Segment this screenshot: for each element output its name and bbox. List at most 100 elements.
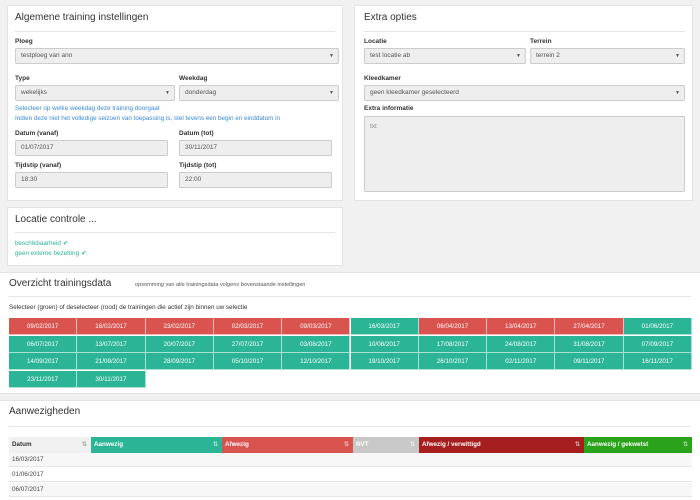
training-date-cell[interactable]: 24/08/2017 (487, 335, 556, 353)
training-date-cell[interactable]: 09/02/2017 (9, 318, 78, 335)
training-date-cell[interactable]: 09/11/2017 (555, 353, 624, 370)
chevron-down-icon: ▼ (675, 90, 680, 96)
chevron-down-icon: ▼ (329, 53, 334, 59)
training-date-cell[interactable]: 23/02/2017 (145, 318, 214, 335)
tijdstip-tot-input[interactable]: 22:00 (179, 172, 332, 188)
chevron-down-icon: ▼ (675, 53, 680, 59)
training-date-cell[interactable]: 20/07/2017 (145, 335, 214, 353)
locatie-select[interactable]: test locatie ab ▼ (364, 48, 526, 64)
training-date-cell[interactable]: 13/07/2017 (77, 335, 146, 353)
chevron-down-icon: ▼ (516, 53, 521, 59)
availability-status: beschikbaarheid ✔ (15, 240, 68, 247)
kleedkamer-label: Kleedkamer (364, 75, 401, 82)
overview-instruction: Selecteer (groen) of deselecteer (rood) … (9, 304, 248, 311)
weekdag-label: Weekdag (179, 75, 208, 82)
column-header-afwezig-verwittigd[interactable]: Afwezig / verwittigd ⇅ (419, 437, 584, 453)
column-header-label: Datum (12, 441, 32, 448)
training-date-cell[interactable]: 09/03/2017 (282, 318, 351, 335)
overview-subtitle: opsomming van alle trainingsdata volgens… (135, 282, 306, 288)
training-date-cell[interactable]: 17/08/2017 (418, 335, 488, 353)
table-row: 01/06/2017 (9, 468, 692, 482)
tijdstip-vanaf-input[interactable]: 18:30 (15, 172, 168, 188)
training-date-cell[interactable]: 21/09/2017 (77, 353, 146, 370)
training-date-cell[interactable]: 02/03/2017 (213, 318, 283, 335)
divider (15, 31, 335, 32)
column-header-nvt[interactable]: NVT ⇅ (353, 437, 419, 453)
kleedkamer-value: geen kleedkamer geselecteerd (370, 89, 459, 96)
training-date-cell[interactable]: 12/10/2017 (282, 353, 351, 370)
weekdag-value: donderdag (185, 89, 217, 96)
weekdag-select[interactable]: donderdag ▼ (179, 85, 339, 101)
sort-icon: ⇅ (409, 442, 415, 448)
ploeg-value: testploeg van ann (21, 52, 73, 59)
type-label: Type (15, 75, 30, 82)
training-date-cell[interactable]: 27/07/2017 (213, 335, 283, 353)
availability-label: beschikbaarheid (15, 240, 61, 247)
divider (364, 31, 685, 32)
training-date-cell[interactable]: 07/09/2017 (623, 335, 692, 353)
general-settings-panel: Algemene training instellingen Ploeg tes… (7, 5, 343, 201)
column-header-label: Afwezig / verwittigd (422, 441, 481, 448)
ploeg-select[interactable]: testploeg van ann ▼ (15, 48, 339, 64)
column-header-aanwezig[interactable]: Aanwezig ⇅ (91, 437, 222, 453)
training-date-cell[interactable]: 02/11/2017 (487, 353, 556, 370)
training-date-cell[interactable]: 06/04/2017 (418, 318, 488, 335)
attendance-title: Aanwezigheden (9, 406, 81, 417)
training-date-cell[interactable]: 30/11/2017 (77, 370, 146, 388)
column-header-label: NVT (356, 441, 369, 448)
sort-icon: ⇅ (574, 442, 580, 448)
info-placeholder: txt (370, 123, 377, 130)
training-date-cell[interactable]: 16/11/2017 (623, 353, 692, 370)
info-textarea[interactable]: txt (364, 116, 685, 192)
info-label: Extra informatie (364, 105, 414, 112)
check-icon: ✔ (81, 250, 87, 257)
sort-icon: ⇅ (343, 442, 349, 448)
weekday-hint: Selecteer op welke weekdag deze training… (15, 105, 160, 112)
external-occupation-status: geen externe bezetting ✔ (15, 250, 86, 257)
training-date-cell[interactable]: 31/08/2017 (555, 335, 624, 353)
training-date-cell[interactable]: 06/07/2017 (9, 335, 78, 353)
column-header-afwezig[interactable]: Afwezig ⇅ (222, 437, 353, 453)
column-header-label: Aanwezig (94, 441, 124, 448)
sort-icon: ⇅ (212, 442, 218, 448)
training-date-cell[interactable]: 19/10/2017 (350, 353, 419, 370)
sort-icon: ⇅ (682, 442, 688, 448)
table-row: 16/03/2017 (9, 453, 692, 467)
datum-vanaf-input[interactable]: 01/07/2017 (15, 140, 168, 156)
training-date-cell[interactable]: 10/08/2017 (350, 335, 419, 353)
training-date-cell[interactable]: 16/02/2017 (77, 318, 146, 335)
column-header-label: Aanwezig / gekwetst (587, 441, 649, 448)
column-header-datum[interactable]: Datum ⇅ (9, 437, 91, 453)
location-control-panel: Locatie controle ... beschikbaarheid ✔ ge… (7, 207, 343, 266)
training-date-cell[interactable]: 01/06/2017 (623, 318, 692, 335)
training-date-cell[interactable]: 26/10/2017 (418, 353, 488, 370)
training-date-cell[interactable]: 03/08/2017 (282, 335, 351, 353)
terrein-select[interactable]: terrein 2 ▼ (530, 48, 685, 64)
locatie-value: test locatie ab (370, 52, 411, 59)
datum-tot-input[interactable]: 30/11/2017 (179, 140, 332, 156)
terrein-label: Terrein (530, 38, 552, 45)
training-date-cell[interactable]: 28/09/2017 (145, 353, 214, 370)
check-icon: ✔ (62, 240, 69, 247)
divider (9, 426, 691, 427)
extra-options-title: Extra opties (364, 12, 417, 23)
season-hint: Indien deze niet het volledige seizoen v… (15, 115, 281, 122)
column-header-aanwezig-gekwetst[interactable]: Aanwezig / gekwetst ⇅ (584, 437, 692, 453)
kleedkamer-select[interactable]: geen kleedkamer geselecteerd ▼ (364, 85, 685, 101)
row-date: 01/06/2017 (12, 471, 44, 478)
training-date-cell[interactable]: 05/10/2017 (213, 353, 283, 370)
chevron-down-icon: ▼ (329, 90, 334, 96)
training-date-cell[interactable]: 14/09/2017 (9, 353, 78, 370)
training-date-cell[interactable]: 23/11/2017 (9, 370, 78, 388)
training-date-cell[interactable]: 16/03/2017 (350, 318, 419, 335)
attendance-table-header: Datum ⇅ Aanwezig ⇅ Afwezig ⇅ NVT ⇅ Afwezig / ver… (9, 437, 692, 453)
column-header-label: Afwezig (225, 441, 249, 448)
external-occupation-label: geen externe bezetting (15, 250, 80, 257)
extra-options-panel: Extra opties Locatie test locatie ab ▼ T… (354, 5, 693, 201)
type-select[interactable]: wekelijks ▼ (15, 85, 175, 101)
location-control-title: Locatie controle ... (15, 214, 97, 225)
terrein-value: terrein 2 (536, 52, 560, 59)
training-date-cell[interactable]: 27/04/2017 (555, 318, 624, 335)
training-date-cell[interactable]: 13/04/2017 (487, 318, 556, 335)
general-settings-title: Algemene training instellingen (15, 12, 149, 23)
